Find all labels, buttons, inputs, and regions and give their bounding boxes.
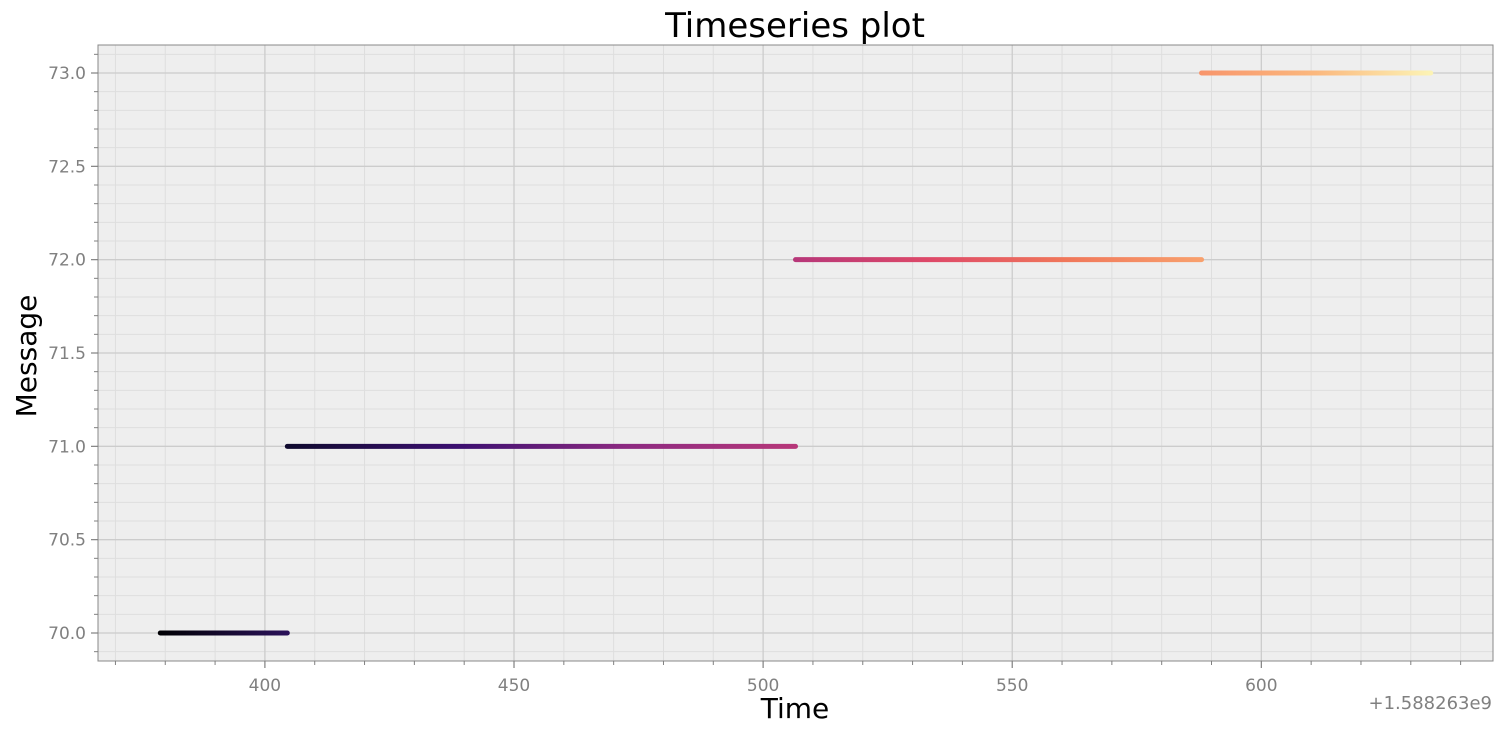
- y-axis-ticks: 70.0 70.5 71.0 71.5 72.0 72.5 73.0: [48, 53, 98, 653]
- x-axis-title: Time: [760, 692, 830, 725]
- y-axis-title: Message: [10, 295, 43, 418]
- y-tick-label: 71.0: [48, 437, 86, 457]
- x-tick-label: 550: [996, 676, 1028, 696]
- y-tick-label: 71.5: [48, 344, 86, 364]
- y-tick-label: 70.0: [48, 624, 86, 644]
- y-tick-label: 72.0: [48, 251, 86, 271]
- y-tick-label: 72.5: [48, 157, 86, 177]
- y-tick-label: 70.5: [48, 531, 86, 551]
- y-tick-label: 73.0: [48, 64, 86, 84]
- x-tick-label: 450: [498, 676, 530, 696]
- x-tick-label: 600: [1245, 676, 1277, 696]
- x-offset-label: +1.588263e9: [1369, 693, 1493, 714]
- chart-title: Timeseries plot: [664, 6, 925, 46]
- series-layer: [157, 70, 1434, 636]
- x-tick-label: 400: [249, 676, 281, 696]
- x-axis-ticks: 400 450 500 550 600: [114, 661, 1462, 696]
- x-tick-label: 500: [747, 676, 779, 696]
